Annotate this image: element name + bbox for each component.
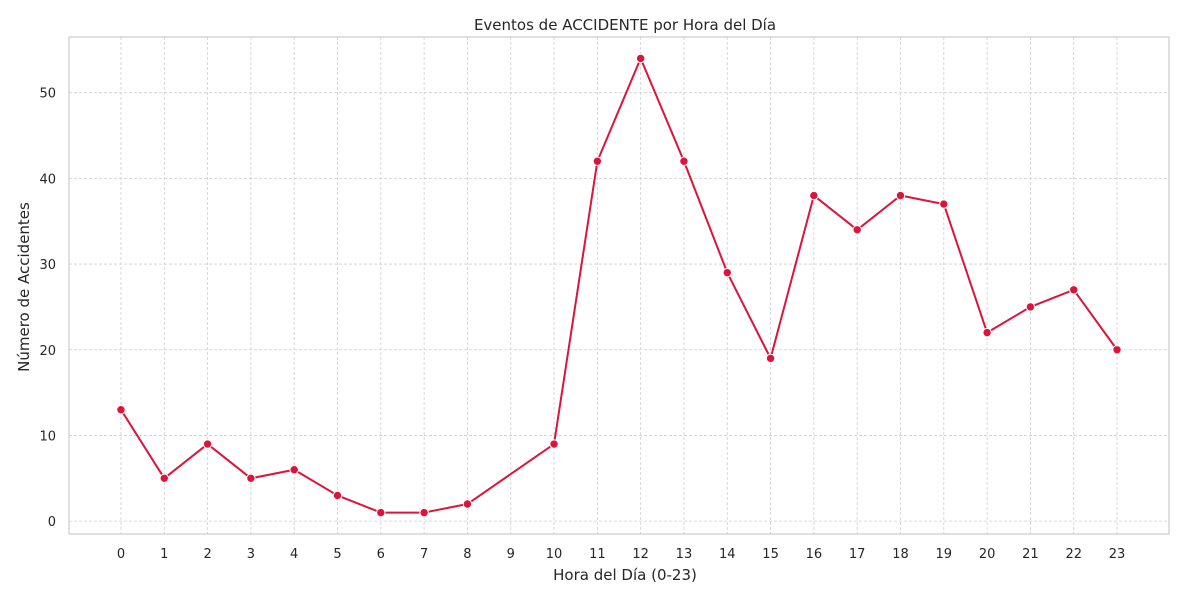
data-point bbox=[939, 199, 949, 209]
series-line bbox=[120, 57, 1118, 514]
x-tick-label: 11 bbox=[589, 547, 606, 562]
data-point bbox=[809, 190, 819, 201]
x-tick-label: 4 bbox=[290, 547, 298, 562]
plot-frame bbox=[68, 36, 1170, 535]
data-point bbox=[462, 499, 473, 509]
x-tick-label: 1 bbox=[160, 547, 168, 562]
data-point bbox=[765, 353, 776, 364]
x-tick-label: 9 bbox=[507, 547, 515, 562]
x-tick-label: 20 bbox=[979, 547, 996, 562]
y-tick-label: 30 bbox=[39, 258, 56, 273]
x-axis-label: Hora del Día (0-23) bbox=[553, 566, 697, 584]
y-tick-label: 0 bbox=[48, 515, 56, 530]
data-point bbox=[332, 490, 343, 501]
data-point bbox=[1112, 345, 1122, 355]
data-point bbox=[202, 439, 213, 449]
x-tick-label: 23 bbox=[1109, 547, 1126, 562]
x-tick-label: 8 bbox=[463, 547, 471, 562]
x-tick-label: 3 bbox=[247, 547, 255, 562]
grid bbox=[69, 37, 1169, 534]
x-tick-label: 18 bbox=[892, 547, 909, 562]
x-tick-label: 12 bbox=[632, 547, 649, 562]
x-tick-label: 19 bbox=[936, 547, 953, 562]
data-point bbox=[1025, 302, 1036, 312]
y-tick-label: 50 bbox=[39, 87, 56, 102]
data-point bbox=[982, 327, 992, 338]
x-tick-label: 2 bbox=[203, 547, 211, 562]
x-tick-label: 10 bbox=[546, 547, 563, 562]
data-point bbox=[159, 473, 169, 484]
x-tick-label: 21 bbox=[1022, 547, 1039, 562]
x-axis-ticks: 0 1 2 3 4 5 6 7 8 9 10 11 12 13 14 15 16 17 18 19 20 21 22 23 bbox=[117, 547, 1125, 562]
data-point bbox=[289, 465, 299, 475]
x-tick-label: 5 bbox=[333, 547, 341, 562]
x-tick-label: 17 bbox=[849, 547, 866, 562]
data-point bbox=[246, 473, 256, 484]
y-axis-label: Número de Accidentes bbox=[15, 202, 33, 372]
data-point bbox=[1069, 285, 1079, 295]
x-tick-label: 0 bbox=[117, 547, 125, 562]
x-tick-label: 22 bbox=[1065, 547, 1082, 562]
y-tick-label: 40 bbox=[39, 172, 56, 187]
x-tick-label: 6 bbox=[377, 547, 385, 562]
chart-title: Eventos de ACCIDENTE por Hora del Día bbox=[474, 16, 776, 34]
x-tick-label: 13 bbox=[676, 547, 693, 562]
data-point bbox=[895, 190, 906, 201]
x-tick-label: 16 bbox=[806, 547, 823, 562]
y-tick-label: 10 bbox=[39, 429, 56, 444]
data-point bbox=[116, 405, 126, 415]
data-point bbox=[722, 267, 732, 278]
x-tick-label: 7 bbox=[420, 547, 428, 562]
data-point bbox=[376, 507, 386, 518]
data-point bbox=[852, 225, 862, 235]
y-axis-ticks: 0 10 20 30 40 50 bbox=[39, 87, 56, 530]
data-point bbox=[635, 53, 646, 64]
data-point bbox=[419, 507, 429, 518]
y-tick-label: 20 bbox=[39, 344, 56, 359]
x-tick-label: 15 bbox=[762, 547, 779, 562]
data-point bbox=[549, 439, 559, 449]
data-point bbox=[592, 156, 603, 166]
series-layer bbox=[116, 53, 1122, 518]
data-point bbox=[679, 156, 689, 166]
x-tick-label: 14 bbox=[719, 547, 736, 562]
